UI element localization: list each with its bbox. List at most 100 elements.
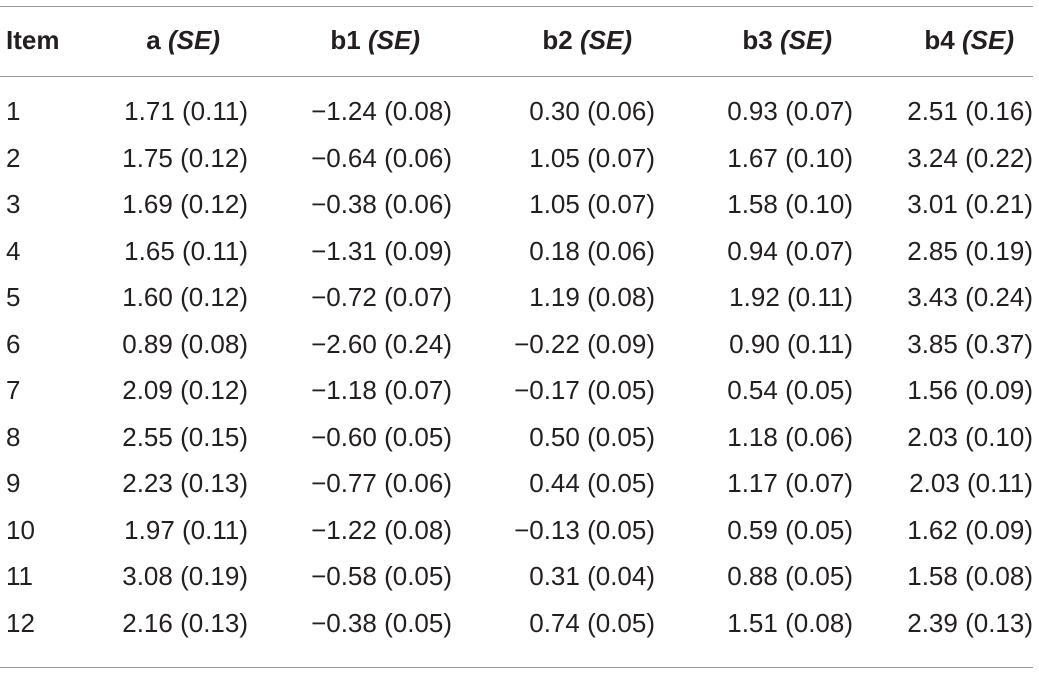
header-b3-name: b3 xyxy=(742,25,773,55)
cell-b2: 0.50 (0.05) xyxy=(529,421,655,452)
header-a-name: a xyxy=(146,25,161,55)
cell-b2: 0.74 (0.05) xyxy=(529,607,655,638)
table-row: 8 2.55 (0.15) −0.60 (0.05) 0.50 (0.05) 1.18 … xyxy=(0,414,1039,461)
cell-b2: −0.22 (0.09) xyxy=(514,328,655,359)
cell-b4: 3.85 (0.37) xyxy=(907,328,1033,359)
header-b4-se: (SE) xyxy=(962,25,1014,55)
table-bottom-rule xyxy=(0,667,1033,668)
cell-item: 5 xyxy=(6,282,21,312)
cell-item: 4 xyxy=(6,235,21,266)
cell-b2: 1.05 (0.07) xyxy=(529,142,655,173)
cell-b1: −0.38 (0.06) xyxy=(311,189,452,219)
cell-item: 1 xyxy=(6,96,21,126)
cell-b4: 3.01 (0.21) xyxy=(907,189,1033,219)
cell-b2: 1.05 (0.07) xyxy=(529,189,655,219)
cell-a: 2.55 (0.15) xyxy=(122,421,248,452)
cell-item: 9 xyxy=(6,468,21,498)
header-b4: b4 (SE) xyxy=(860,17,1014,64)
cell-b3: 0.59 (0.05) xyxy=(727,514,853,545)
cell-b4: 3.24 (0.22) xyxy=(907,142,1033,173)
cell-b1: −2.60 (0.24) xyxy=(311,328,452,359)
cell-item: 10 xyxy=(6,514,35,545)
cell-b2: 1.19 (0.08) xyxy=(529,282,655,312)
cell-a: 1.97 (0.11) xyxy=(124,514,248,545)
cell-b4: 2.51 (0.16) xyxy=(907,96,1033,126)
header-b3-se: (SE) xyxy=(780,25,832,55)
table-row: 10 1.97 (0.11) −1.22 (0.08) −0.13 (0.05) 0.5… xyxy=(0,507,1039,554)
header-b2-name: b2 xyxy=(542,25,573,55)
cell-b1: −0.77 (0.06) xyxy=(311,468,452,498)
cell-b4: 2.03 (0.11) xyxy=(909,468,1033,498)
cell-b1: −1.24 (0.08) xyxy=(311,96,452,126)
cell-a: 3.08 (0.19) xyxy=(122,561,248,591)
cell-b1: −0.58 (0.05) xyxy=(311,561,452,591)
cell-b1: −1.18 (0.07) xyxy=(311,375,452,405)
cell-b4: 2.03 (0.10) xyxy=(907,421,1033,452)
cell-b1: −0.64 (0.06) xyxy=(311,142,452,173)
cell-a: 1.69 (0.12) xyxy=(122,189,248,219)
header-a-se: (SE) xyxy=(168,25,220,55)
cell-a: 2.09 (0.12) xyxy=(122,375,248,405)
cell-a: 2.16 (0.13) xyxy=(122,607,248,638)
cell-b2: −0.13 (0.05) xyxy=(514,514,655,545)
cell-b4: 1.62 (0.09) xyxy=(907,514,1033,545)
cell-a: 2.23 (0.13) xyxy=(122,468,248,498)
table-row: 12 2.16 (0.13) −0.38 (0.05) 0.74 (0.05) 1.51… xyxy=(0,600,1039,647)
cell-b3: 1.67 (0.10) xyxy=(727,142,853,173)
cell-item: 8 xyxy=(6,421,21,452)
cell-b2: −0.17 (0.05) xyxy=(514,375,655,405)
header-b1-name: b1 xyxy=(330,25,361,55)
header-b2-se: (SE) xyxy=(580,25,632,55)
cell-b4: 3.43 (0.24) xyxy=(907,282,1033,312)
cell-b2: 0.18 (0.06) xyxy=(529,235,655,266)
table-row: 6 0.89 (0.08) −2.60 (0.24) −0.22 (0.09) 0.90… xyxy=(0,321,1039,368)
cell-b1: −0.72 (0.07) xyxy=(311,282,452,312)
header-a: a (SE) xyxy=(80,17,220,64)
cell-b3: 1.58 (0.10) xyxy=(727,189,853,219)
cell-b3: 1.18 (0.06) xyxy=(727,421,853,452)
cell-b3: 0.90 (0.11) xyxy=(729,328,853,359)
header-b1-se: (SE) xyxy=(368,25,420,55)
cell-b2: 0.30 (0.06) xyxy=(529,96,655,126)
header-item: Item xyxy=(6,25,60,55)
cell-a: 1.65 (0.11) xyxy=(124,235,248,266)
cell-item: 11 xyxy=(6,561,33,591)
cell-b3: 1.17 (0.07) xyxy=(727,468,853,498)
cell-b3: 0.93 (0.07) xyxy=(727,96,853,126)
cell-item: 6 xyxy=(6,328,21,359)
cell-b1: −0.38 (0.05) xyxy=(311,607,452,638)
cell-item: 2 xyxy=(6,142,21,173)
cell-item: 12 xyxy=(6,607,35,638)
header-b3: b3 (SE) xyxy=(660,17,832,64)
cell-item: 7 xyxy=(6,375,21,405)
table-top-rule xyxy=(0,6,1033,7)
cell-item: 3 xyxy=(6,189,21,219)
cell-b2: 0.31 (0.04) xyxy=(529,561,655,591)
table-header-row: Item a (SE) b1 (SE) b2 (SE) b3 (SE) b4 (… xyxy=(0,17,1039,64)
cell-b3: 0.54 (0.05) xyxy=(727,375,853,405)
table-row: 11 3.08 (0.19) −0.58 (0.05) 0.31 (0.04) 0.88… xyxy=(0,553,1039,600)
table-header-rule xyxy=(0,76,1033,77)
table-row: 1 1.71 (0.11) −1.24 (0.08) 0.30 (0.06) 0.93 … xyxy=(0,88,1039,135)
cell-b3: 1.51 (0.08) xyxy=(727,607,853,638)
cell-a: 1.60 (0.12) xyxy=(122,282,248,312)
header-b1: b1 (SE) xyxy=(260,17,420,64)
cell-b1: −1.22 (0.08) xyxy=(311,514,452,545)
cell-b4: 2.85 (0.19) xyxy=(907,235,1033,266)
cell-a: 1.75 (0.12) xyxy=(122,142,248,173)
table-row: 7 2.09 (0.12) −1.18 (0.07) −0.17 (0.05) 0.54… xyxy=(0,367,1039,414)
cell-b2: 0.44 (0.05) xyxy=(529,468,655,498)
cell-a: 1.71 (0.11) xyxy=(124,96,248,126)
cell-b1: −0.60 (0.05) xyxy=(311,421,452,452)
cell-b4: 1.58 (0.08) xyxy=(907,561,1033,591)
header-b2: b2 (SE) xyxy=(460,17,632,64)
table-row: 4 1.65 (0.11) −1.31 (0.09) 0.18 (0.06) 0.94 … xyxy=(0,228,1039,275)
table-row: 9 2.23 (0.13) −0.77 (0.06) 0.44 (0.05) 1.17 … xyxy=(0,460,1039,507)
header-b4-name: b4 xyxy=(924,25,955,55)
cell-b3: 0.94 (0.07) xyxy=(727,235,853,266)
cell-b1: −1.31 (0.09) xyxy=(311,235,452,266)
table-row: 5 1.60 (0.12) −0.72 (0.07) 1.19 (0.08) 1.92 … xyxy=(0,274,1039,321)
cell-a: 0.89 (0.08) xyxy=(122,328,248,359)
table-row: 2 1.75 (0.12) −0.64 (0.06) 1.05 (0.07) 1.67 … xyxy=(0,135,1039,182)
cell-b3: 1.92 (0.11) xyxy=(729,282,853,312)
